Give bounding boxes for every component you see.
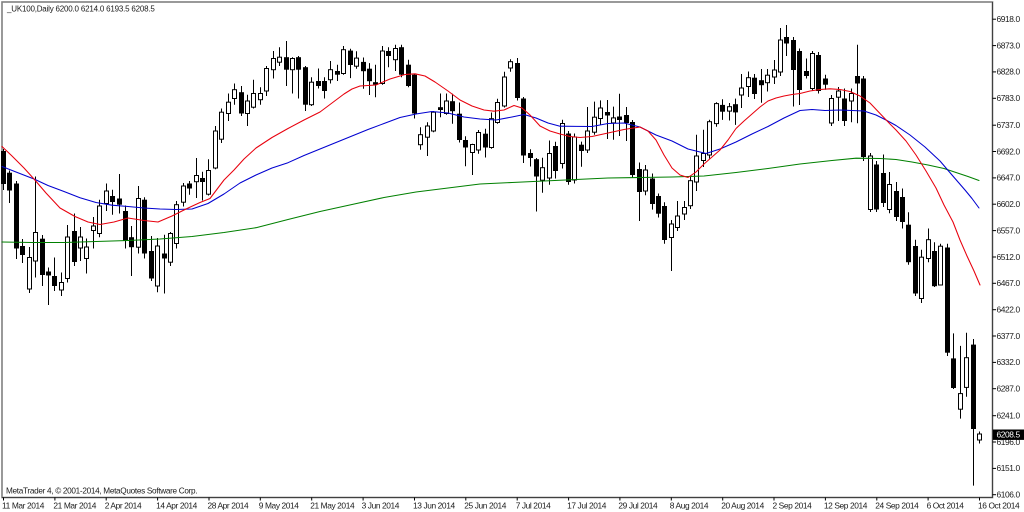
svg-text:14 Apr 2014: 14 Apr 2014 — [156, 501, 198, 511]
svg-text:6287.0: 6287.0 — [997, 384, 1021, 394]
svg-text:6557.0: 6557.0 — [997, 225, 1021, 235]
svg-text:9 May 2014: 9 May 2014 — [259, 501, 300, 511]
svg-text:6828.0: 6828.0 — [997, 67, 1021, 77]
svg-text:7 Jul 2014: 7 Jul 2014 — [516, 501, 551, 511]
svg-text:6422.0: 6422.0 — [997, 305, 1021, 315]
svg-text:20 Aug 2014: 20 Aug 2014 — [721, 501, 764, 511]
svg-text:6208.5: 6208.5 — [997, 430, 1021, 440]
svg-text:6332.0: 6332.0 — [997, 357, 1021, 367]
svg-text:_UK100,Daily 6200.0 6214.0 61: _UK100,Daily 6200.0 6214.0 6193.5 6208.5 — [6, 5, 155, 14]
svg-text:MetaTrader 4, © 2001-2014, Met: MetaTrader 4, © 2001-2014, MetaQuotes So… — [6, 487, 197, 496]
svg-text:2 Apr 2014: 2 Apr 2014 — [105, 501, 142, 511]
svg-text:6 Oct 2014: 6 Oct 2014 — [927, 501, 965, 511]
svg-text:28 Apr 2014: 28 Apr 2014 — [208, 501, 250, 511]
svg-text:6377.0: 6377.0 — [997, 331, 1021, 341]
svg-text:3 Jun 2014: 3 Jun 2014 — [362, 501, 400, 511]
svg-text:21 Mar 2014: 21 Mar 2014 — [53, 501, 96, 511]
svg-text:6918.0: 6918.0 — [997, 14, 1021, 24]
svg-text:16 Oct 2014: 16 Oct 2014 — [978, 501, 1020, 511]
svg-text:6241.0: 6241.0 — [997, 411, 1021, 421]
svg-text:8 Aug 2014: 8 Aug 2014 — [670, 501, 709, 511]
svg-text:2 Sep 2014: 2 Sep 2014 — [773, 501, 813, 511]
svg-text:11 Mar 2014: 11 Mar 2014 — [2, 501, 45, 511]
svg-text:6512.0: 6512.0 — [997, 252, 1021, 262]
svg-text:6737.0: 6737.0 — [997, 120, 1021, 130]
svg-text:6692.0: 6692.0 — [997, 146, 1021, 156]
svg-text:6151.0: 6151.0 — [997, 463, 1021, 473]
svg-text:6783.0: 6783.0 — [997, 93, 1021, 103]
svg-text:6647.0: 6647.0 — [997, 173, 1021, 183]
svg-text:17 Jul 2014: 17 Jul 2014 — [567, 501, 607, 511]
svg-text:29 Jul 2014: 29 Jul 2014 — [618, 501, 658, 511]
svg-text:6602.0: 6602.0 — [997, 199, 1021, 209]
svg-text:6106.0: 6106.0 — [997, 490, 1021, 500]
svg-text:6467.0: 6467.0 — [997, 278, 1021, 288]
svg-text:21 May 2014: 21 May 2014 — [310, 501, 355, 511]
svg-text:25 Jun 2014: 25 Jun 2014 — [464, 501, 506, 511]
svg-text:13 Jun 2014: 13 Jun 2014 — [413, 501, 455, 511]
svg-text:6873.0: 6873.0 — [997, 40, 1021, 50]
svg-text:24 Sep 2014: 24 Sep 2014 — [875, 501, 919, 511]
svg-text:12 Sep 2014: 12 Sep 2014 — [824, 501, 868, 511]
svg-text:6196.0: 6196.0 — [997, 437, 1021, 447]
